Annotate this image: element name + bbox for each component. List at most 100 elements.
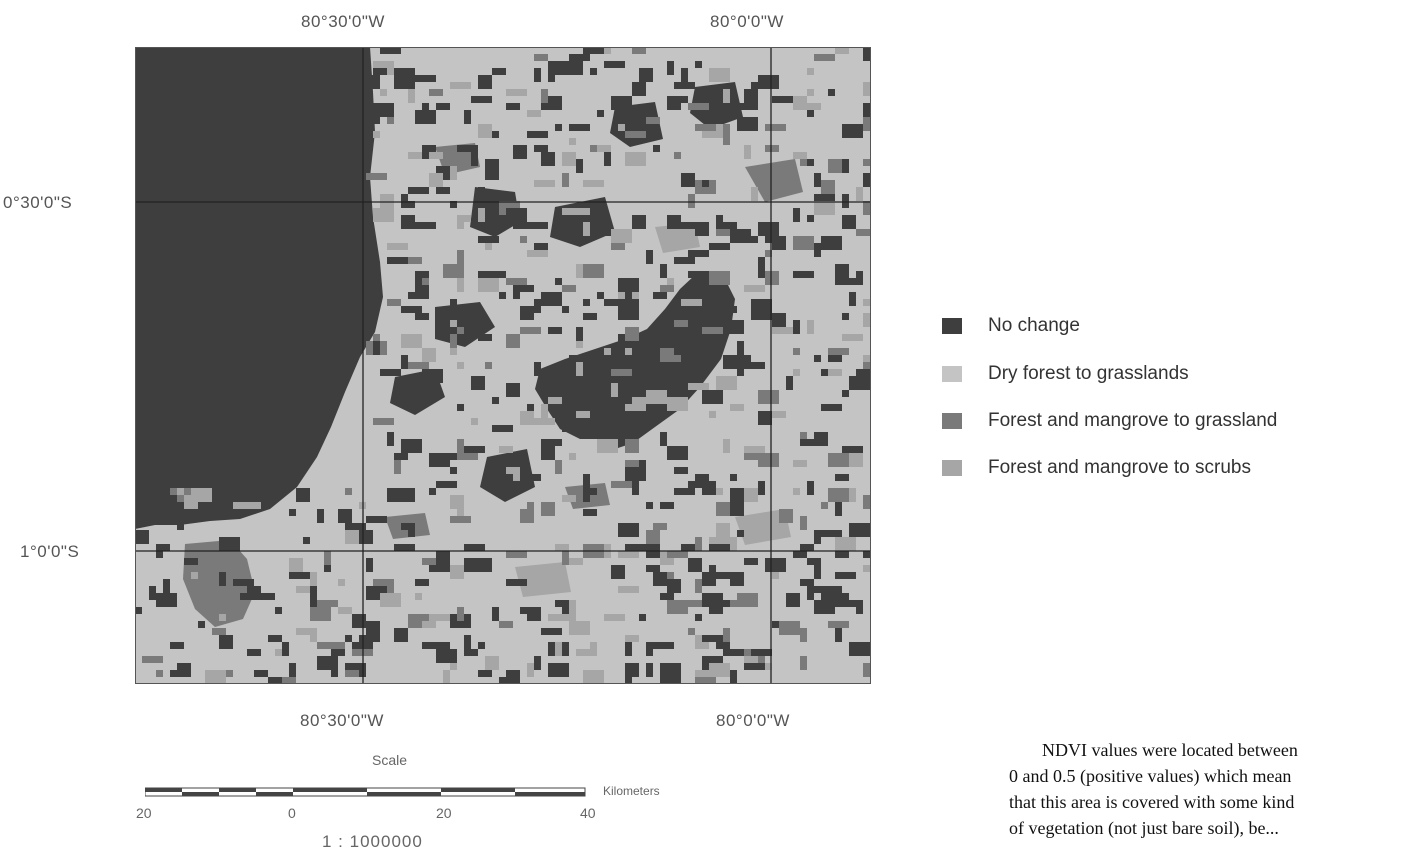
map-pixel xyxy=(457,215,471,222)
map-pixel xyxy=(583,264,604,278)
map-pixel xyxy=(639,68,653,82)
map-pixel xyxy=(674,320,688,327)
map-pixel xyxy=(737,593,758,607)
map-pixel xyxy=(611,565,625,579)
map-pixel xyxy=(429,614,450,621)
map-pixel xyxy=(534,299,541,313)
map-pixel xyxy=(562,397,583,404)
map-pixel xyxy=(730,502,744,516)
map-pixel xyxy=(863,663,871,677)
map-pixel xyxy=(548,663,569,677)
map-pixel xyxy=(737,117,758,131)
map-pixel xyxy=(499,621,513,628)
map-pixel xyxy=(506,551,527,558)
legend-swatch xyxy=(942,413,962,429)
map-pixel xyxy=(324,565,331,572)
map-pixel xyxy=(219,607,233,614)
map-pixel xyxy=(688,194,695,208)
map-pixel xyxy=(730,572,744,586)
map-pixel xyxy=(317,642,338,649)
map-pixel xyxy=(394,68,415,75)
map-pixel xyxy=(499,446,513,453)
map-pixel xyxy=(618,425,639,432)
map-pixel xyxy=(541,404,548,418)
map-pixel xyxy=(394,75,415,89)
map-pixel xyxy=(625,327,639,341)
map-pixel xyxy=(674,488,695,495)
map-pixel xyxy=(527,663,534,677)
map-pixel xyxy=(688,481,702,488)
map-pixel xyxy=(415,593,422,600)
map-pixel xyxy=(562,495,576,502)
map-pixel xyxy=(863,355,871,362)
map-pixel xyxy=(534,362,541,376)
map-pixel xyxy=(569,621,590,635)
map-pixel xyxy=(765,663,772,670)
map-pixel xyxy=(450,467,457,474)
map-pixel xyxy=(471,558,492,572)
map-pixel xyxy=(149,593,170,600)
map-pixel xyxy=(170,642,184,649)
map-pixel xyxy=(667,600,688,614)
map-pixel xyxy=(401,194,408,208)
map-pixel xyxy=(562,68,583,75)
scale-title: Scale xyxy=(372,752,408,768)
map-pixel xyxy=(422,278,429,285)
map-pixel xyxy=(744,145,751,159)
map-pixel xyxy=(800,579,814,586)
map-pixel xyxy=(744,285,765,292)
map-pixel xyxy=(618,341,639,348)
map-pixel xyxy=(569,453,576,460)
map-pixel xyxy=(625,110,646,117)
map-pixel xyxy=(380,47,387,54)
legend-label: No change xyxy=(988,315,1080,336)
map-pixel xyxy=(569,558,583,565)
map-pixel xyxy=(191,488,212,502)
map-pixel xyxy=(478,208,485,222)
map-pixel xyxy=(429,152,443,159)
map-pixel xyxy=(828,159,842,173)
map-pixel xyxy=(674,222,695,229)
map-pixel xyxy=(401,439,422,453)
map-pixel xyxy=(828,488,849,502)
map-pixel xyxy=(625,467,632,474)
map-pixel xyxy=(688,103,709,110)
map-pixel xyxy=(660,264,667,278)
map-pixel xyxy=(583,432,597,439)
map-pixel xyxy=(471,376,485,390)
map-pixel xyxy=(247,586,261,593)
map-pixel xyxy=(625,439,639,453)
map-pixel xyxy=(317,600,338,607)
map-pixel xyxy=(478,271,485,278)
map-pixel xyxy=(625,152,646,166)
map-pixel xyxy=(548,397,562,404)
map-pixel xyxy=(807,110,814,117)
map-pixel xyxy=(793,208,800,222)
map-pixel xyxy=(625,460,639,467)
legend-label: Forest and mangrove to scrubs xyxy=(988,457,1251,478)
map-pixel xyxy=(646,502,653,509)
map-pixel xyxy=(478,124,492,138)
map-pixel xyxy=(688,250,709,257)
map-pixel xyxy=(576,341,583,348)
map-pixel xyxy=(821,502,828,509)
map-pixel xyxy=(387,47,401,54)
map-pixel xyxy=(576,327,583,341)
map-pixel xyxy=(751,649,772,656)
map-pixel xyxy=(394,628,408,642)
map-pixel xyxy=(198,558,219,572)
map-pixel xyxy=(758,411,772,425)
map-pixel xyxy=(821,369,828,376)
map-pixel xyxy=(485,166,499,180)
map-pixel xyxy=(513,222,527,229)
map-pixel xyxy=(380,89,387,96)
map-pixel xyxy=(576,208,590,215)
map-pixel xyxy=(219,635,233,649)
map-pixel xyxy=(408,362,429,369)
map-pixel xyxy=(835,572,856,579)
map-pixel xyxy=(835,474,849,481)
map-pixel xyxy=(863,565,870,572)
map-pixel xyxy=(366,516,387,523)
map-pixel xyxy=(688,257,695,264)
map-pixel xyxy=(716,376,737,390)
